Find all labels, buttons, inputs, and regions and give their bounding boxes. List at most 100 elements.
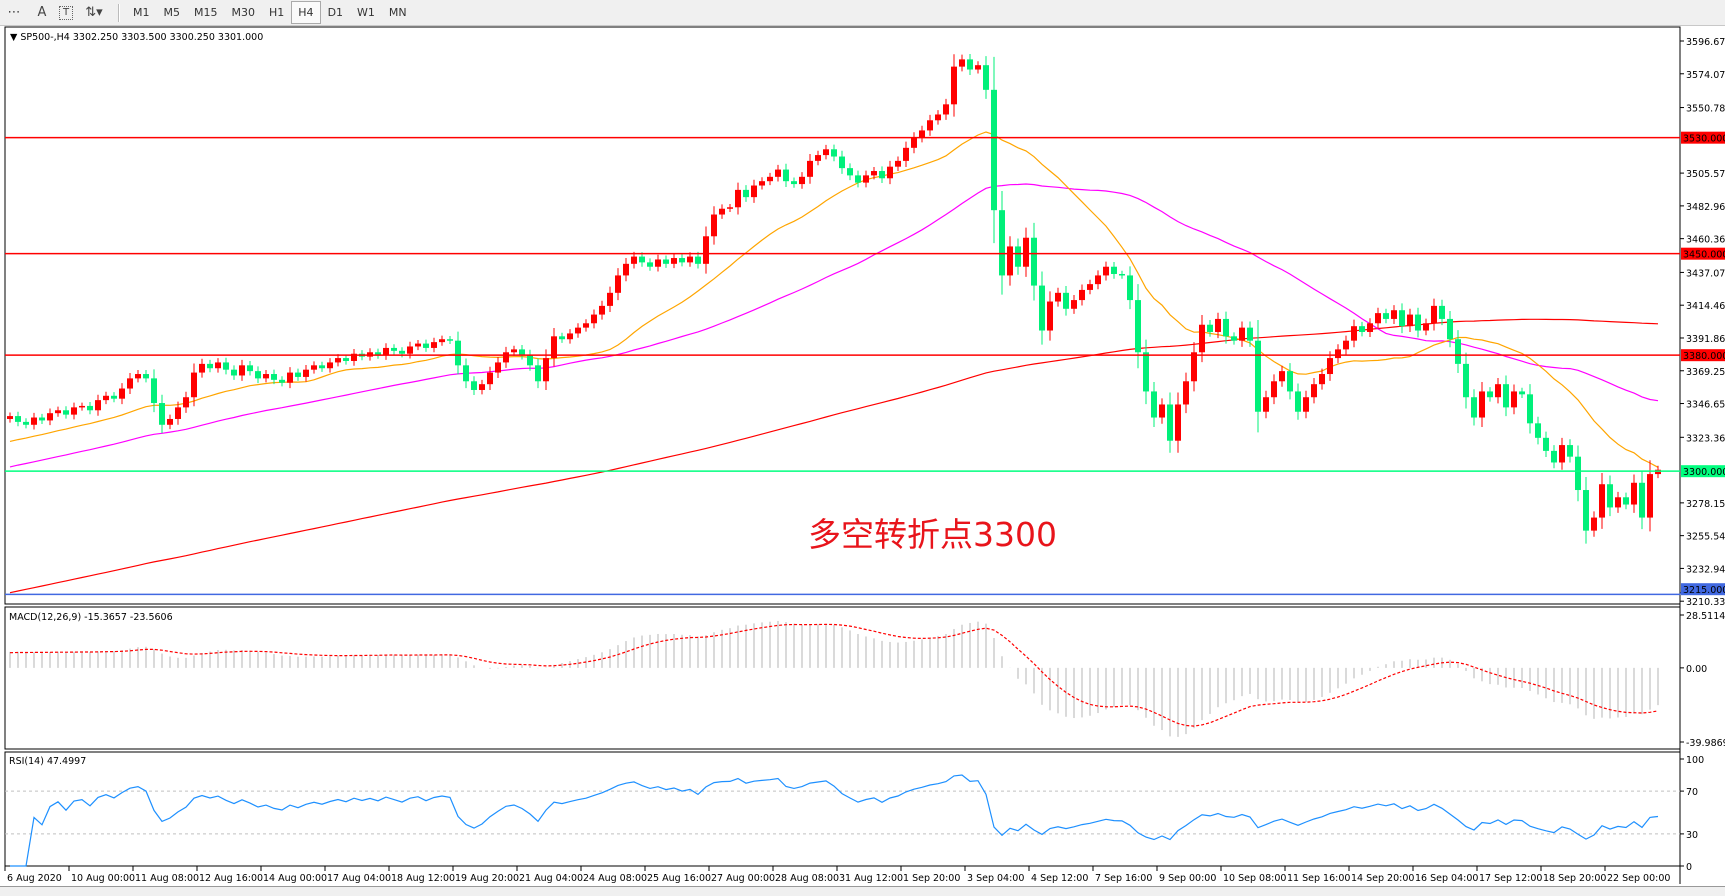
candle[interactable] [311, 361, 317, 374]
candle[interactable] [895, 156, 901, 172]
candle[interactable] [543, 349, 549, 390]
candle[interactable] [167, 414, 173, 430]
candle[interactable] [23, 418, 29, 429]
candle[interactable] [599, 300, 605, 320]
candle[interactable] [391, 344, 397, 355]
candle[interactable] [1207, 320, 1213, 337]
candle[interactable] [1127, 266, 1133, 310]
candle[interactable] [87, 401, 93, 415]
candle[interactable] [703, 226, 709, 274]
candle[interactable] [999, 190, 1005, 295]
candle[interactable] [1591, 511, 1597, 537]
candle[interactable] [1511, 384, 1517, 415]
candle[interactable] [991, 56, 997, 244]
candle[interactable] [663, 255, 669, 268]
candle[interactable] [1359, 321, 1365, 337]
candle[interactable] [1471, 389, 1477, 426]
candle[interactable] [1047, 291, 1053, 341]
rsi-panel[interactable] [4, 751, 1681, 867]
candle[interactable] [303, 364, 309, 382]
candle[interactable] [1335, 344, 1341, 364]
candle[interactable] [1463, 352, 1469, 409]
candle[interactable] [215, 358, 221, 373]
candle[interactable] [551, 327, 557, 367]
candle[interactable] [1455, 330, 1461, 373]
candle[interactable] [1159, 398, 1165, 424]
candle[interactable] [191, 363, 197, 407]
candle[interactable] [503, 346, 509, 368]
candle[interactable] [919, 125, 925, 143]
candle[interactable] [1343, 335, 1349, 355]
timeframe-mn[interactable]: MN [388, 6, 407, 19]
candle[interactable] [1327, 351, 1333, 381]
candle[interactable] [79, 402, 85, 411]
candle[interactable] [1319, 368, 1325, 390]
candle[interactable] [271, 369, 277, 385]
candle[interactable] [687, 252, 693, 267]
candle[interactable] [1375, 307, 1381, 329]
candle[interactable] [143, 370, 149, 383]
candle[interactable] [463, 358, 469, 389]
candle[interactable] [1559, 437, 1565, 470]
candle[interactable] [1423, 318, 1429, 336]
candle[interactable] [279, 376, 285, 387]
candle[interactable] [1023, 227, 1029, 277]
candle[interactable] [719, 204, 725, 219]
candle[interactable] [727, 204, 733, 212]
candle[interactable] [1015, 238, 1021, 275]
candle[interactable] [535, 358, 541, 389]
candle[interactable] [1231, 332, 1237, 345]
candle[interactable] [351, 349, 357, 366]
candle[interactable] [1263, 390, 1269, 419]
candle[interactable] [423, 339, 429, 352]
candle[interactable] [1407, 308, 1413, 332]
candle[interactable] [767, 172, 773, 186]
candle[interactable] [1607, 475, 1613, 517]
candle[interactable] [967, 53, 973, 75]
candle[interactable] [647, 258, 653, 271]
candle[interactable] [951, 54, 957, 117]
candle[interactable] [791, 177, 797, 188]
candle[interactable] [1583, 476, 1589, 544]
candle[interactable] [815, 150, 821, 166]
candle[interactable] [1103, 261, 1109, 281]
candle[interactable] [775, 164, 781, 182]
candle[interactable] [1415, 307, 1421, 338]
candle[interactable] [471, 376, 477, 396]
candle[interactable] [63, 406, 69, 419]
timeframe-m15[interactable]: M15 [194, 6, 218, 19]
candle[interactable] [823, 144, 829, 160]
candle[interactable] [1247, 321, 1253, 347]
candle[interactable] [1615, 491, 1621, 513]
candle[interactable] [1135, 284, 1141, 369]
candle[interactable] [127, 372, 133, 394]
candle[interactable] [183, 391, 189, 413]
candle[interactable] [495, 356, 501, 379]
candle[interactable] [1567, 439, 1573, 463]
candle[interactable] [103, 391, 109, 405]
candle[interactable] [1287, 363, 1293, 400]
candle[interactable] [295, 368, 301, 381]
candle[interactable] [431, 337, 437, 353]
crosshair-grid-icon[interactable]: ⋯ [7, 5, 21, 20]
candle[interactable] [375, 348, 381, 359]
candle[interactable] [799, 172, 805, 189]
candle[interactable] [831, 144, 837, 162]
candle[interactable] [1151, 382, 1157, 427]
candle[interactable] [623, 258, 629, 282]
candle[interactable] [1191, 342, 1197, 392]
candle[interactable] [855, 170, 861, 188]
candle[interactable] [263, 370, 269, 383]
candle[interactable] [439, 335, 445, 346]
candle[interactable] [111, 392, 117, 403]
candle[interactable] [1271, 374, 1277, 405]
timeframe-w1[interactable]: W1 [357, 6, 375, 19]
candle[interactable] [607, 286, 613, 313]
candle[interactable] [1031, 222, 1037, 301]
candle[interactable] [1391, 305, 1397, 325]
candle[interactable] [135, 370, 141, 383]
candle[interactable] [743, 185, 749, 202]
text-icon[interactable]: A [37, 5, 47, 20]
candle[interactable] [1215, 312, 1221, 339]
candle[interactable] [751, 179, 757, 203]
